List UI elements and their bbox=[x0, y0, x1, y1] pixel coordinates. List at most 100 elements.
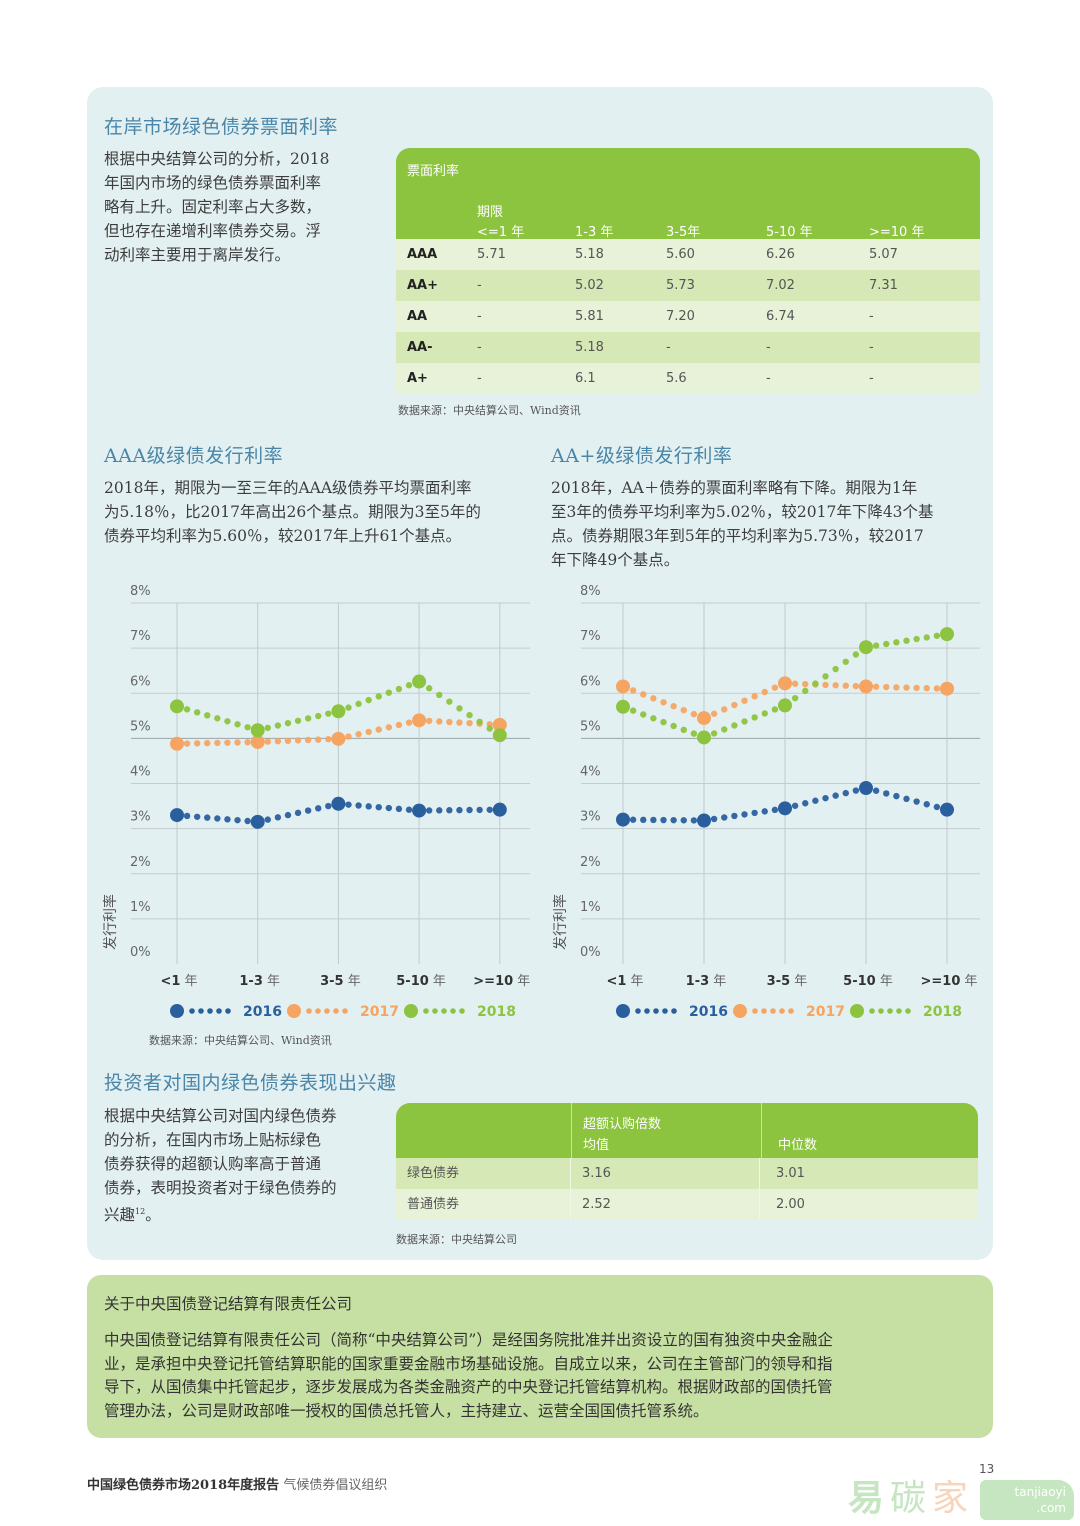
footnote-ref[interactable]: 12 bbox=[135, 1207, 146, 1216]
rating-cell: AA- bbox=[407, 340, 433, 355]
data-point-2017 bbox=[170, 736, 184, 751]
data-point-2016 bbox=[250, 814, 265, 829]
series-dot bbox=[436, 718, 443, 725]
series-dot bbox=[640, 691, 647, 698]
series-dot bbox=[405, 719, 413, 726]
coupon-table-source: 数据来源：中央结算公司、Wind资讯 bbox=[398, 404, 581, 417]
legend-marker bbox=[733, 1004, 747, 1018]
series-dot bbox=[741, 697, 748, 704]
legend-label: 2018 bbox=[923, 1004, 962, 1020]
series-dot bbox=[264, 724, 271, 732]
aaplus-rate-chart: 0% 1% 2% 3% 4% 5% 6% 7% 8% <1 年 1-3 年 3-5 年 5-10 年 >=… bbox=[552, 584, 980, 1020]
series-dot bbox=[425, 717, 433, 725]
legend-dot bbox=[198, 1008, 204, 1014]
paragraph-line: 为5.18％，比2017年高出26个基点。期限为3至5年的 bbox=[104, 503, 481, 521]
data-point-2017 bbox=[412, 713, 427, 728]
column-header: >=10 年 bbox=[869, 225, 925, 240]
series-dot bbox=[893, 684, 900, 691]
series-dot bbox=[294, 809, 302, 817]
paragraph-line: 年国内市场的绿色债券票面利率 bbox=[104, 174, 322, 192]
y-tick-label: 1% bbox=[580, 900, 601, 915]
paragraph-line: 但也存在递增利率债券交易。浮 bbox=[104, 222, 322, 240]
series-dot bbox=[193, 813, 201, 820]
series-dot bbox=[629, 816, 637, 823]
value-cell: - bbox=[666, 340, 671, 355]
coupon-rate-table: 票面利率 期限 <=1 年 1-3 年 3-5年 5-10 年 >=10 年 A… bbox=[396, 148, 980, 394]
rating-cell: AA bbox=[407, 309, 428, 324]
data-point-2018 bbox=[331, 704, 346, 719]
data-point-2017 bbox=[616, 679, 630, 694]
legend-dot bbox=[189, 1008, 195, 1014]
series-dot bbox=[284, 737, 292, 745]
y-tick-label: 2% bbox=[130, 855, 151, 870]
legend-dot bbox=[761, 1008, 767, 1014]
footer: 中国绿色债券市场2018年度报告 气候债券倡议组织 bbox=[87, 1474, 387, 1493]
legend-dot bbox=[788, 1008, 794, 1014]
value-cell: 5.18 bbox=[575, 340, 604, 355]
series-dot bbox=[486, 725, 493, 732]
label-cell: 绿色债券 bbox=[396, 1158, 571, 1189]
y-tick-label: 6% bbox=[580, 674, 601, 689]
series-dot bbox=[710, 730, 718, 737]
chart-legend: 2016 2017 2018 bbox=[170, 1004, 516, 1020]
table-body: AAA 5.71 5.18 5.60 6.26 5.07 AA+ - 5.02 5.73 7.02 7… bbox=[396, 239, 980, 394]
header-line: 超额认购倍数 bbox=[583, 1117, 662, 1132]
series-dot bbox=[913, 798, 920, 805]
data-point-2017 bbox=[940, 681, 954, 696]
header-median: 中位数 bbox=[762, 1103, 978, 1158]
series-dot bbox=[395, 805, 403, 813]
legend-dot bbox=[441, 1008, 447, 1014]
series-2018 bbox=[170, 674, 507, 743]
legend-dot bbox=[878, 1008, 884, 1014]
legend-dot bbox=[752, 1008, 758, 1014]
series-dot bbox=[395, 721, 403, 729]
data-point-2017 bbox=[697, 711, 711, 726]
data-point-2018 bbox=[616, 699, 630, 714]
series-dot bbox=[791, 802, 799, 809]
series-dot bbox=[365, 728, 372, 736]
series-dot bbox=[771, 684, 779, 691]
series-dot bbox=[284, 811, 292, 819]
series-dot bbox=[183, 706, 191, 713]
legend-label: 2016 bbox=[243, 1004, 282, 1020]
legend-marker bbox=[850, 1004, 864, 1018]
series-dot bbox=[486, 806, 493, 813]
series-dot bbox=[204, 739, 211, 747]
series-dot bbox=[264, 738, 271, 745]
table-row: AA- - 5.18 - - - bbox=[396, 332, 980, 363]
table-row: AA - 5.81 7.20 6.74 - bbox=[396, 301, 980, 332]
watermark-logo: 易 碳 家 tanjiaoyi .com bbox=[848, 1478, 1078, 1524]
legend-dot bbox=[459, 1008, 465, 1014]
about-title: 关于中央国债登记结算有限责任公司 bbox=[104, 1295, 353, 1313]
legend-dot bbox=[653, 1008, 659, 1014]
series-dot bbox=[761, 688, 768, 696]
legend-dot bbox=[333, 1008, 339, 1014]
series-dot bbox=[446, 718, 453, 726]
paragraph-line: 的分析，在国内市场上贴标绿色 bbox=[104, 1131, 322, 1149]
series-dot bbox=[650, 816, 657, 824]
paragraph-line: 根据中央结算公司的分析，2018 bbox=[104, 150, 330, 168]
series-dot bbox=[771, 806, 779, 814]
label-cell: 普通债券 bbox=[396, 1189, 571, 1220]
series-dot bbox=[751, 693, 758, 700]
data-point-2016 bbox=[331, 796, 346, 811]
series-dot bbox=[650, 715, 657, 722]
series-dot bbox=[721, 706, 728, 713]
legend-marker bbox=[404, 1004, 418, 1018]
series-dot bbox=[802, 800, 809, 807]
series-dot bbox=[456, 806, 463, 814]
paragraph-text: 兴趣 bbox=[104, 1206, 136, 1225]
report-title: 中国绿色债券市场2018年度报告 bbox=[87, 1478, 280, 1493]
data-point-2018 bbox=[170, 699, 184, 714]
series-dot bbox=[234, 721, 241, 728]
series-dot bbox=[933, 803, 941, 811]
series-dot bbox=[883, 640, 890, 648]
legend-dot bbox=[662, 1008, 668, 1014]
x-tick-label: 5-10 年 bbox=[396, 974, 446, 989]
series-dot bbox=[274, 722, 282, 729]
series-dot bbox=[375, 693, 382, 700]
y-axis-label: 发行利率 bbox=[552, 894, 569, 950]
paragraph-line: 点。债券期限3年到5年的平均利率为5.73％，较2017 bbox=[551, 527, 924, 545]
y-tick-label: 5% bbox=[130, 719, 151, 734]
table-row: AA+ - 5.02 5.73 7.02 7.31 bbox=[396, 270, 980, 301]
